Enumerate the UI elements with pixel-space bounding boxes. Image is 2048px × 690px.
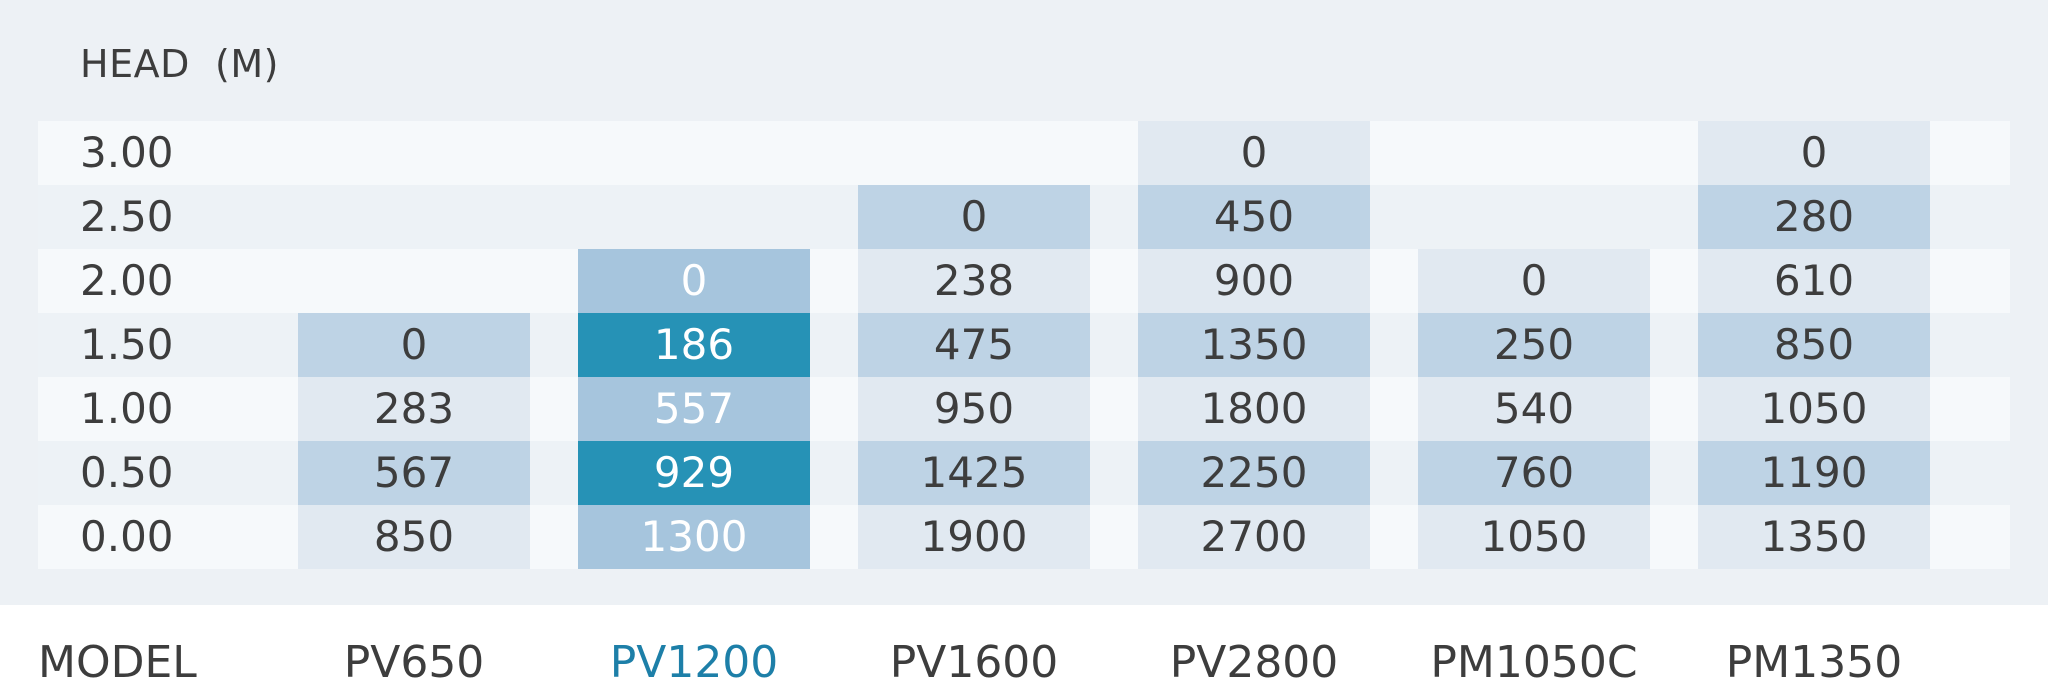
model-axis-label: MODEL xyxy=(38,637,197,688)
table-cell: 760 xyxy=(1418,441,1650,505)
table-row-band xyxy=(38,121,2010,185)
table-cell: 475 xyxy=(858,313,1090,377)
table-cell: 850 xyxy=(1698,313,1930,377)
table-cell: 450 xyxy=(1138,185,1370,249)
table-cell: 1300 xyxy=(578,505,810,569)
head-value-label: 2.50 xyxy=(80,192,174,241)
table-cell: 0 xyxy=(1698,121,1930,185)
model-label-pm1350: PM1350 xyxy=(1725,637,1903,688)
table-cell: 2250 xyxy=(1138,441,1370,505)
table-cell: 1050 xyxy=(1698,377,1930,441)
head-value-label: 3.00 xyxy=(80,128,174,177)
head-value-label: 0.50 xyxy=(80,448,174,497)
table-cell: 2700 xyxy=(1138,505,1370,569)
table-cell: 850 xyxy=(298,505,530,569)
table-cell: 557 xyxy=(578,377,810,441)
table-cell: 0 xyxy=(858,185,1090,249)
head-value-label: 1.00 xyxy=(80,384,174,433)
table-cell: 0 xyxy=(298,313,530,377)
model-label-pm1050c: PM1050C xyxy=(1430,637,1638,688)
table-cell: 186 xyxy=(578,313,810,377)
model-label-pv1200: PV1200 xyxy=(609,637,779,688)
table-cell: 1190 xyxy=(1698,441,1930,505)
table-cell: 0 xyxy=(578,249,810,313)
table-cell: 238 xyxy=(858,249,1090,313)
table-cell: 250 xyxy=(1418,313,1650,377)
table-cell: 1900 xyxy=(858,505,1090,569)
table-cell: 280 xyxy=(1698,185,1930,249)
table-cell: 1425 xyxy=(858,441,1090,505)
model-label-pv650: PV650 xyxy=(343,637,485,688)
head-value-label: 1.50 xyxy=(80,320,174,369)
table-cell: 1350 xyxy=(1138,313,1370,377)
model-label-pv1600: PV1600 xyxy=(889,637,1059,688)
table-cell: 540 xyxy=(1418,377,1650,441)
table-cell: 950 xyxy=(858,377,1090,441)
model-label-pv2800: PV2800 xyxy=(1169,637,1339,688)
table-cell: 900 xyxy=(1138,249,1370,313)
head-value-label: 0.00 xyxy=(80,512,174,561)
model-footer xyxy=(0,605,2048,690)
table-cell: 0 xyxy=(1138,121,1370,185)
head-axis-title: HEAD (M) xyxy=(80,42,279,86)
table-cell: 929 xyxy=(578,441,810,505)
table-cell: 1050 xyxy=(1418,505,1650,569)
table-cell: 0 xyxy=(1418,249,1650,313)
head-value-label: 2.00 xyxy=(80,256,174,305)
table-cell: 1800 xyxy=(1138,377,1370,441)
table-cell: 567 xyxy=(298,441,530,505)
table-cell: 610 xyxy=(1698,249,1930,313)
table-cell: 1350 xyxy=(1698,505,1930,569)
table-cell: 283 xyxy=(298,377,530,441)
